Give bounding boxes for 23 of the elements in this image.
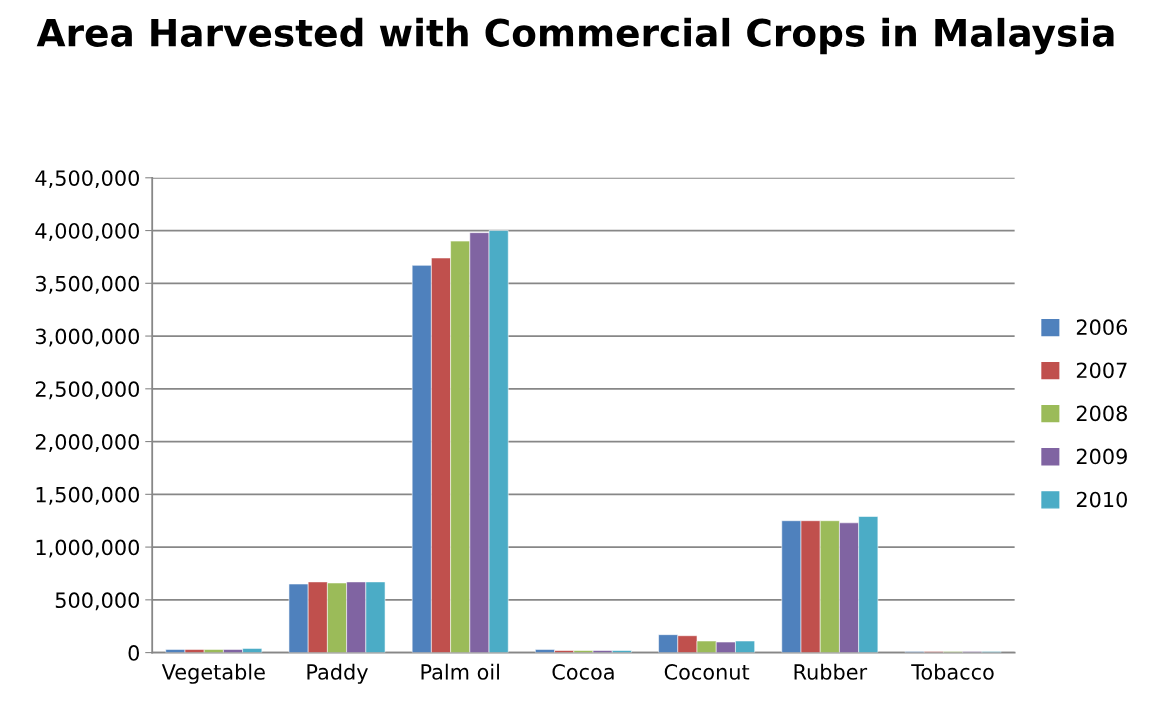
y-tick-label: 500,000 <box>55 592 140 611</box>
y-tick-label: 2,500,000 <box>35 381 140 400</box>
legend-label: 2008 <box>1076 405 1127 422</box>
x-tick-label: Rubber <box>794 663 868 680</box>
x-tick-label: Vegetable <box>161 663 265 684</box>
y-tick-label: 3,000,000 <box>35 328 140 347</box>
x-tick-label: Palm oil <box>421 663 499 680</box>
chart-title: Area Harvested with Commercial Crops in Malaysia <box>36 17 1114 55</box>
x-tick-label: Paddy <box>307 663 368 684</box>
legend-label: 2007 <box>1076 362 1127 379</box>
y-tick-label: 4,500,000 <box>35 170 140 189</box>
x-tick-label: Cocoa <box>552 664 614 680</box>
x-tick-label: Coconut <box>664 664 750 680</box>
legend-label: 2010 <box>1076 491 1127 508</box>
y-tick-label: 4,000,000 <box>35 223 140 241</box>
y-tick-label: 1,000,000 <box>36 539 140 558</box>
y-tick-label: 1,500,000 <box>36 486 140 505</box>
y-tick-label: 3,500,000 <box>35 275 140 294</box>
y-tick-label: 0 <box>128 645 140 661</box>
y-tick-label: 2,000,000 <box>35 434 140 452</box>
legend-label: 2009 <box>1076 448 1127 465</box>
x-tick-label: Tobacco <box>911 663 994 680</box>
legend-label: 2006 <box>1076 319 1128 336</box>
